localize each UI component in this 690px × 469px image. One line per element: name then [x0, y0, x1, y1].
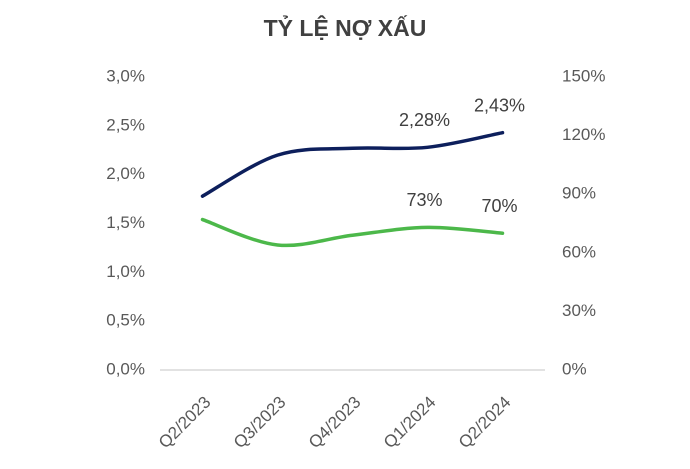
x-tick-label: Q3/2023 [230, 393, 290, 453]
x-tick-label: Q2/2023 [155, 393, 215, 453]
x-tick-label: Q4/2023 [305, 393, 365, 453]
data-label: 73% [406, 190, 442, 210]
y-tick-label: 1,0% [106, 262, 145, 281]
y2-tick-label: 150% [562, 66, 605, 85]
y2-tick-label: 60% [562, 242, 596, 261]
y2-tick-label: 0% [562, 359, 587, 378]
y2-tick-label: 120% [562, 125, 605, 144]
data-label: 2,28% [399, 110, 450, 130]
data-label: 70% [481, 196, 517, 216]
y-tick-label: 1,5% [106, 213, 145, 232]
y-tick-label: 0,0% [106, 359, 145, 378]
x-tick-label: Q2/2024 [455, 393, 515, 453]
y-tick-label: 2,5% [106, 115, 145, 134]
y-tick-label: 2,0% [106, 164, 145, 183]
x-tick-label: Q1/2024 [380, 393, 440, 453]
data-label: 2,43% [474, 95, 525, 115]
y-tick-label: 3,0% [106, 66, 145, 85]
chart-title: TỶ LỆ NỢ XẤU [264, 13, 427, 41]
y-tick-label: 0,5% [106, 311, 145, 330]
y2-tick-label: 30% [562, 301, 596, 320]
line-series [200, 217, 505, 248]
line-series [200, 130, 505, 198]
y2-tick-label: 90% [562, 184, 596, 203]
